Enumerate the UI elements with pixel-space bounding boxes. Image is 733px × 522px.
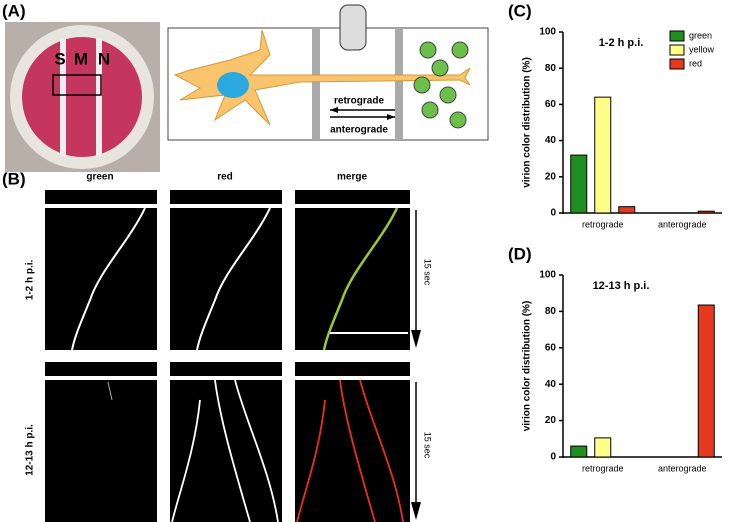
- y-tick-label: 80: [545, 63, 557, 74]
- time-label: 15 sec: [423, 259, 433, 286]
- x-tick-label: retrograde: [582, 463, 624, 473]
- y-tick-label: 100: [539, 27, 556, 38]
- y-tick-label: 40: [545, 379, 557, 390]
- bar: [697, 304, 715, 458]
- bar: [594, 96, 612, 214]
- y-tick-label: 80: [545, 306, 557, 317]
- legend-swatch: [669, 58, 685, 70]
- legend-swatch: [669, 44, 685, 56]
- panel-label: (C): [508, 1, 532, 20]
- column-label: green: [86, 172, 113, 183]
- diagram-label: retrograde: [334, 96, 384, 107]
- column-label: merge: [337, 172, 367, 183]
- bar: [618, 206, 636, 214]
- dish-photo: [5, 22, 160, 172]
- chart-title: 1-2 h p.i.: [599, 37, 644, 49]
- y-axis-label: virion color distribution (%): [522, 57, 533, 188]
- legend-label: yellow: [689, 44, 715, 54]
- dish-label: N: [98, 49, 110, 68]
- panel-label: (A): [2, 1, 26, 20]
- y-axis-label: virion color distribution (%): [522, 301, 533, 432]
- legend-label: green: [689, 30, 712, 40]
- y-tick-label: 20: [545, 171, 557, 182]
- x-tick-label: retrograde: [582, 219, 624, 229]
- legend-label: red: [689, 58, 702, 68]
- time-label: 15 sec: [423, 432, 433, 459]
- time-arrows: [411, 210, 421, 520]
- neuron-diagram: [167, 4, 489, 141]
- bar: [570, 445, 588, 458]
- kymographs: [45, 190, 410, 522]
- y-tick-label: 100: [539, 270, 556, 281]
- panel-label: (B): [2, 169, 26, 188]
- chart-title: 12-13 h p.i.: [593, 280, 650, 292]
- dish-label: M: [74, 49, 88, 68]
- y-tick-label: 60: [545, 99, 557, 110]
- y-tick-label: 0: [550, 452, 556, 463]
- x-tick-label: anterograde: [658, 463, 707, 473]
- row-label: 12-13 h p.i.: [25, 424, 36, 476]
- column-label: red: [217, 172, 233, 183]
- y-tick-label: 40: [545, 135, 557, 146]
- y-tick-label: 60: [545, 342, 557, 353]
- diagram-label: anterograde: [330, 125, 388, 136]
- legend-swatch: [669, 30, 685, 42]
- dish-label: S: [54, 49, 65, 68]
- x-tick-label: anterograde: [658, 219, 707, 229]
- bar: [697, 210, 715, 214]
- y-tick-label: 0: [550, 208, 556, 219]
- row-label: 1-2 h p.i.: [25, 259, 36, 300]
- y-tick-label: 20: [545, 415, 557, 426]
- panel-label: (D): [508, 244, 532, 263]
- bar: [570, 154, 588, 214]
- bar: [594, 437, 612, 458]
